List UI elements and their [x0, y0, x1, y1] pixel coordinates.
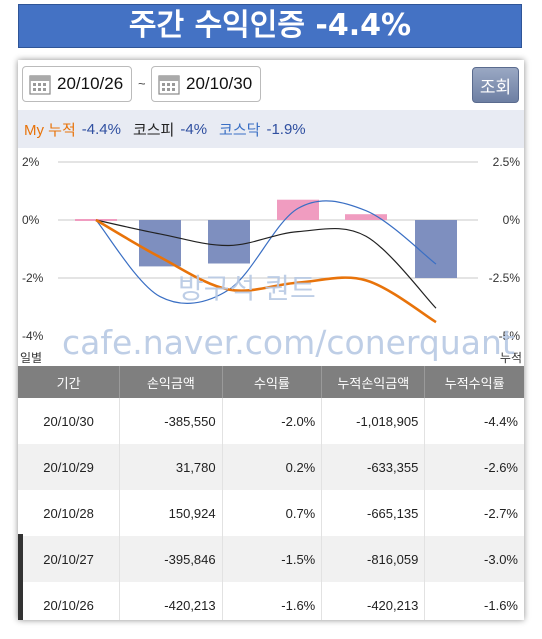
calendar-icon [158, 75, 180, 95]
table-row: 20/10/30 -385,550 -2.0% -1,018,905 -4.4% [18, 398, 524, 444]
column-header: 기간 [18, 366, 121, 398]
table-cell: 0.7% [222, 490, 323, 536]
table-cell: -1.5% [222, 536, 323, 582]
table-row: 20/10/28 150,924 0.7% -665,135 -2.7% [18, 490, 524, 536]
legend-kosdaq-value: -1.9% [266, 120, 306, 138]
right-axis-tick: -2.5% [489, 271, 521, 285]
daily-bar [415, 220, 457, 278]
table-header-row: 기간 손익금액 수익률 누적손익금액 누적수익률 [18, 366, 524, 398]
start-date-value: 20/10/26 [57, 74, 124, 93]
legend-kospi-value: -4% [180, 120, 208, 138]
right-axis-tick: 2.5% [493, 155, 521, 169]
table-cell: 20/10/28 [18, 490, 121, 536]
left-axis-label: 일별 [20, 351, 42, 365]
report-card: 20/10/26 ~ 20/10/30 조회 My 누적 -4.4% 코스피 -… [18, 60, 524, 620]
kospi-line [95, 219, 437, 309]
daily-bar [277, 199, 319, 220]
table-cell: -395,846 [119, 536, 223, 582]
end-date-field[interactable]: 20/10/30 [151, 66, 261, 102]
column-header: 수익률 [222, 366, 323, 398]
returns-chart-svg: 2% 0% -2% -4% 2.5% 0% -2.5% -5% 일별 누적 방구석 퀀트 cafe… [20, 155, 522, 365]
date-toolbar: 20/10/26 ~ 20/10/30 조회 [18, 60, 524, 110]
table-cell: -1.6% [484, 597, 518, 613]
end-date-value: 20/10/30 [186, 74, 253, 93]
table-cell: 31,780 [119, 444, 223, 490]
my-cumulative-line [95, 218, 437, 324]
table-cell: -420,213 [321, 582, 426, 620]
search-button[interactable]: 조회 [472, 67, 519, 103]
right-axis-label: 누적 [500, 351, 522, 365]
column-header: 누적수익률 [424, 366, 524, 398]
kosdaq-line [95, 200, 437, 304]
daily-bar [139, 220, 181, 267]
returns-chart: 2% 0% -2% -4% 2.5% 0% -2.5% -5% 일별 누적 방구석 퀀트 cafe… [18, 148, 524, 366]
legend-my-label: My 누적 [24, 121, 76, 139]
table-cell: -3.0% [424, 536, 524, 582]
table-row: 20/10/26 -420,213 -1.6% -420,213 -1.6% [18, 582, 524, 620]
table-cell: 20/10/26 [18, 582, 121, 620]
left-axis-tick: 0% [22, 213, 40, 227]
right-axis-tick: 0% [503, 213, 521, 227]
left-axis-tick: -2% [22, 271, 44, 285]
table-cell: -420,213 [119, 582, 223, 620]
table-cell: -2.7% [484, 505, 518, 521]
table-cell: -1,018,905 [321, 398, 426, 444]
legend-kosdaq-label: 코스닥 [219, 121, 261, 139]
table-cell: -1.6% [222, 582, 323, 620]
page-title-banner: 주간 수익인증 -4.4% [18, 4, 522, 48]
right-axis-tick: -5% [499, 329, 521, 343]
table-row: 20/10/27 -395,846 -1.5% -816,059 -3.0% [18, 536, 524, 582]
table-cell: 0.2% [222, 444, 323, 490]
table-cell: -385,550 [119, 398, 223, 444]
daily-bar [345, 214, 387, 220]
calendar-icon [29, 75, 51, 95]
returns-table: 기간 손익금액 수익률 누적손익금액 누적수익률 20/10/30 -385,55… [18, 366, 524, 620]
left-axis-tick: 2% [22, 155, 40, 169]
daily-bar [208, 220, 250, 264]
legend-kospi-label: 코스피 [132, 121, 175, 139]
watermark-title: 방구석 퀀트 [178, 272, 316, 305]
date-range-separator: ~ [138, 76, 146, 91]
column-header: 누적손익금액 [321, 366, 426, 398]
table-cell: -665,135 [321, 490, 426, 536]
start-date-field[interactable]: 20/10/26 [22, 66, 132, 102]
left-axis-tick: -4% [22, 329, 44, 343]
table-cell: -816,059 [321, 536, 426, 582]
table-cell: 20/10/29 [18, 444, 121, 490]
legend-my-value: -4.4% [81, 120, 121, 138]
chart-legend: My 누적 -4.4% 코스피 -4% 코스닥 -1.9% [18, 110, 524, 148]
table-cell: -2.0% [222, 398, 323, 444]
table-cell: 20/10/30 [18, 398, 121, 444]
table-cell: -4.4% [484, 413, 518, 429]
scroll-indicator [18, 534, 23, 620]
table-cell: -2.6% [424, 444, 524, 490]
table-cell: 150,924 [119, 490, 223, 536]
column-header: 손익금액 [119, 366, 223, 398]
watermark-url: cafe.naver.com/conerquant [62, 323, 515, 362]
table-cell: 20/10/27 [18, 536, 121, 582]
table-cell: -633,355 [321, 444, 426, 490]
table-row: 20/10/29 31,780 0.2% -633,355 -2.6% [18, 444, 524, 490]
